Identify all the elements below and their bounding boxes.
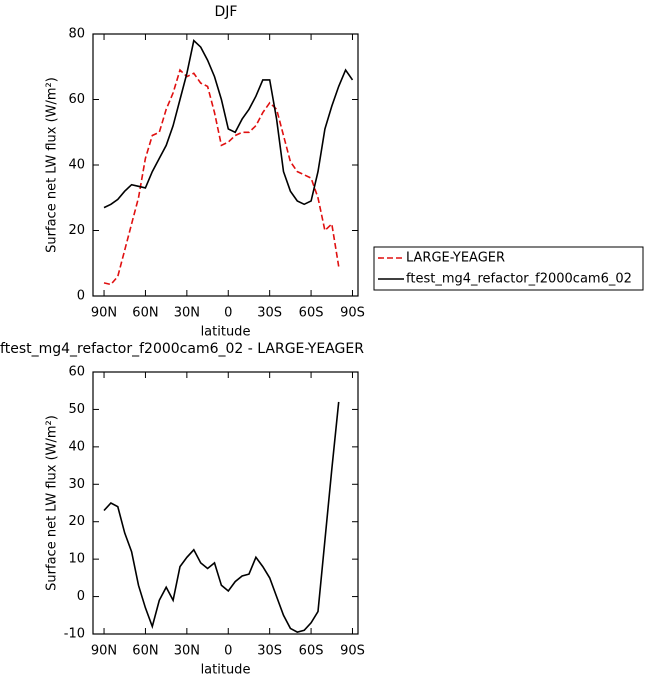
x-tick-label: 30N <box>174 644 200 659</box>
x-tick-label: 0 <box>224 306 232 321</box>
x-tick-label: 0 <box>224 644 232 659</box>
x-tick-label: 60S <box>299 644 324 659</box>
y-tick-label: 80 <box>68 27 85 42</box>
x-tick-label: 30N <box>174 306 200 321</box>
legend-label: LARGE-YEAGER <box>406 251 505 266</box>
x-axis-label: latitude <box>201 663 251 678</box>
data-line <box>103 68 340 286</box>
y-tick-label: 60 <box>68 92 85 107</box>
legend-box <box>373 246 644 291</box>
x-axis-label: latitude <box>201 325 251 340</box>
x-tick-label: 30S <box>257 644 282 659</box>
y-axis-label: Surface net LW flux (W/m²) <box>45 415 60 591</box>
plot-frame <box>92 371 359 635</box>
y-tick-label: 30 <box>68 477 85 492</box>
x-tick-label: 30S <box>257 306 282 321</box>
y-tick-label: 0 <box>77 589 85 604</box>
y-tick-label: 50 <box>68 402 85 417</box>
x-tick-label: 90N <box>91 644 117 659</box>
y-tick-label: -10 <box>64 627 85 642</box>
x-tick-label: 60S <box>299 306 324 321</box>
chart-title: ftest_mg4_refactor_f2000cam6_02 - LARGE-… <box>0 341 364 357</box>
y-tick-label: 60 <box>68 365 85 380</box>
chart-title: DJF <box>215 4 238 20</box>
x-tick-label: 90S <box>340 644 365 659</box>
y-tick-label: 40 <box>68 439 85 454</box>
data-line <box>103 401 340 633</box>
x-tick-label: 60N <box>132 306 158 321</box>
legend-label: ftest_mg4_refactor_f2000cam6_02 <box>406 272 632 287</box>
y-axis-label: Surface net LW flux (W/m²) <box>45 77 60 253</box>
data-line <box>103 39 354 209</box>
plot-frame <box>92 33 359 297</box>
y-tick-label: 40 <box>68 158 85 173</box>
y-tick-label: 0 <box>77 289 85 304</box>
x-tick-label: 90N <box>91 306 117 321</box>
y-tick-label: 20 <box>68 223 85 238</box>
x-tick-label: 60N <box>132 644 158 659</box>
y-tick-label: 10 <box>68 552 85 567</box>
y-tick-label: 20 <box>68 514 85 529</box>
x-tick-label: 90S <box>340 306 365 321</box>
